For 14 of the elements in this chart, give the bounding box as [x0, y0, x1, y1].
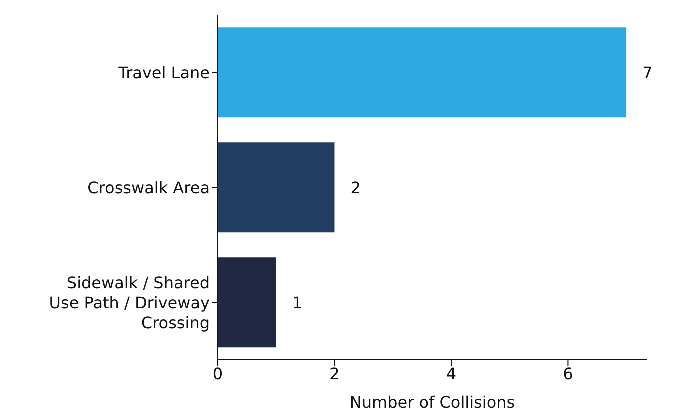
bar [218, 142, 335, 233]
x-tick-label: 6 [563, 364, 574, 384]
x-tick-label: 4 [446, 364, 457, 384]
x-tick-label: 2 [330, 364, 340, 384]
data-label: 1 [292, 293, 303, 312]
data-label: 7 [642, 63, 653, 82]
y-tick-label: Crosswalk Area [88, 178, 210, 198]
y-tick-label: Travel Lane [118, 64, 210, 82]
x-axis-title: Number of Collisions [350, 393, 516, 412]
bar [218, 258, 276, 348]
x-tick-label: 0 [212, 364, 224, 384]
bar [218, 28, 627, 118]
data-label: 2 [350, 178, 361, 198]
y-tick-label: Sidewalk / Shared Use Path / Driveway Crossing [49, 274, 210, 332]
